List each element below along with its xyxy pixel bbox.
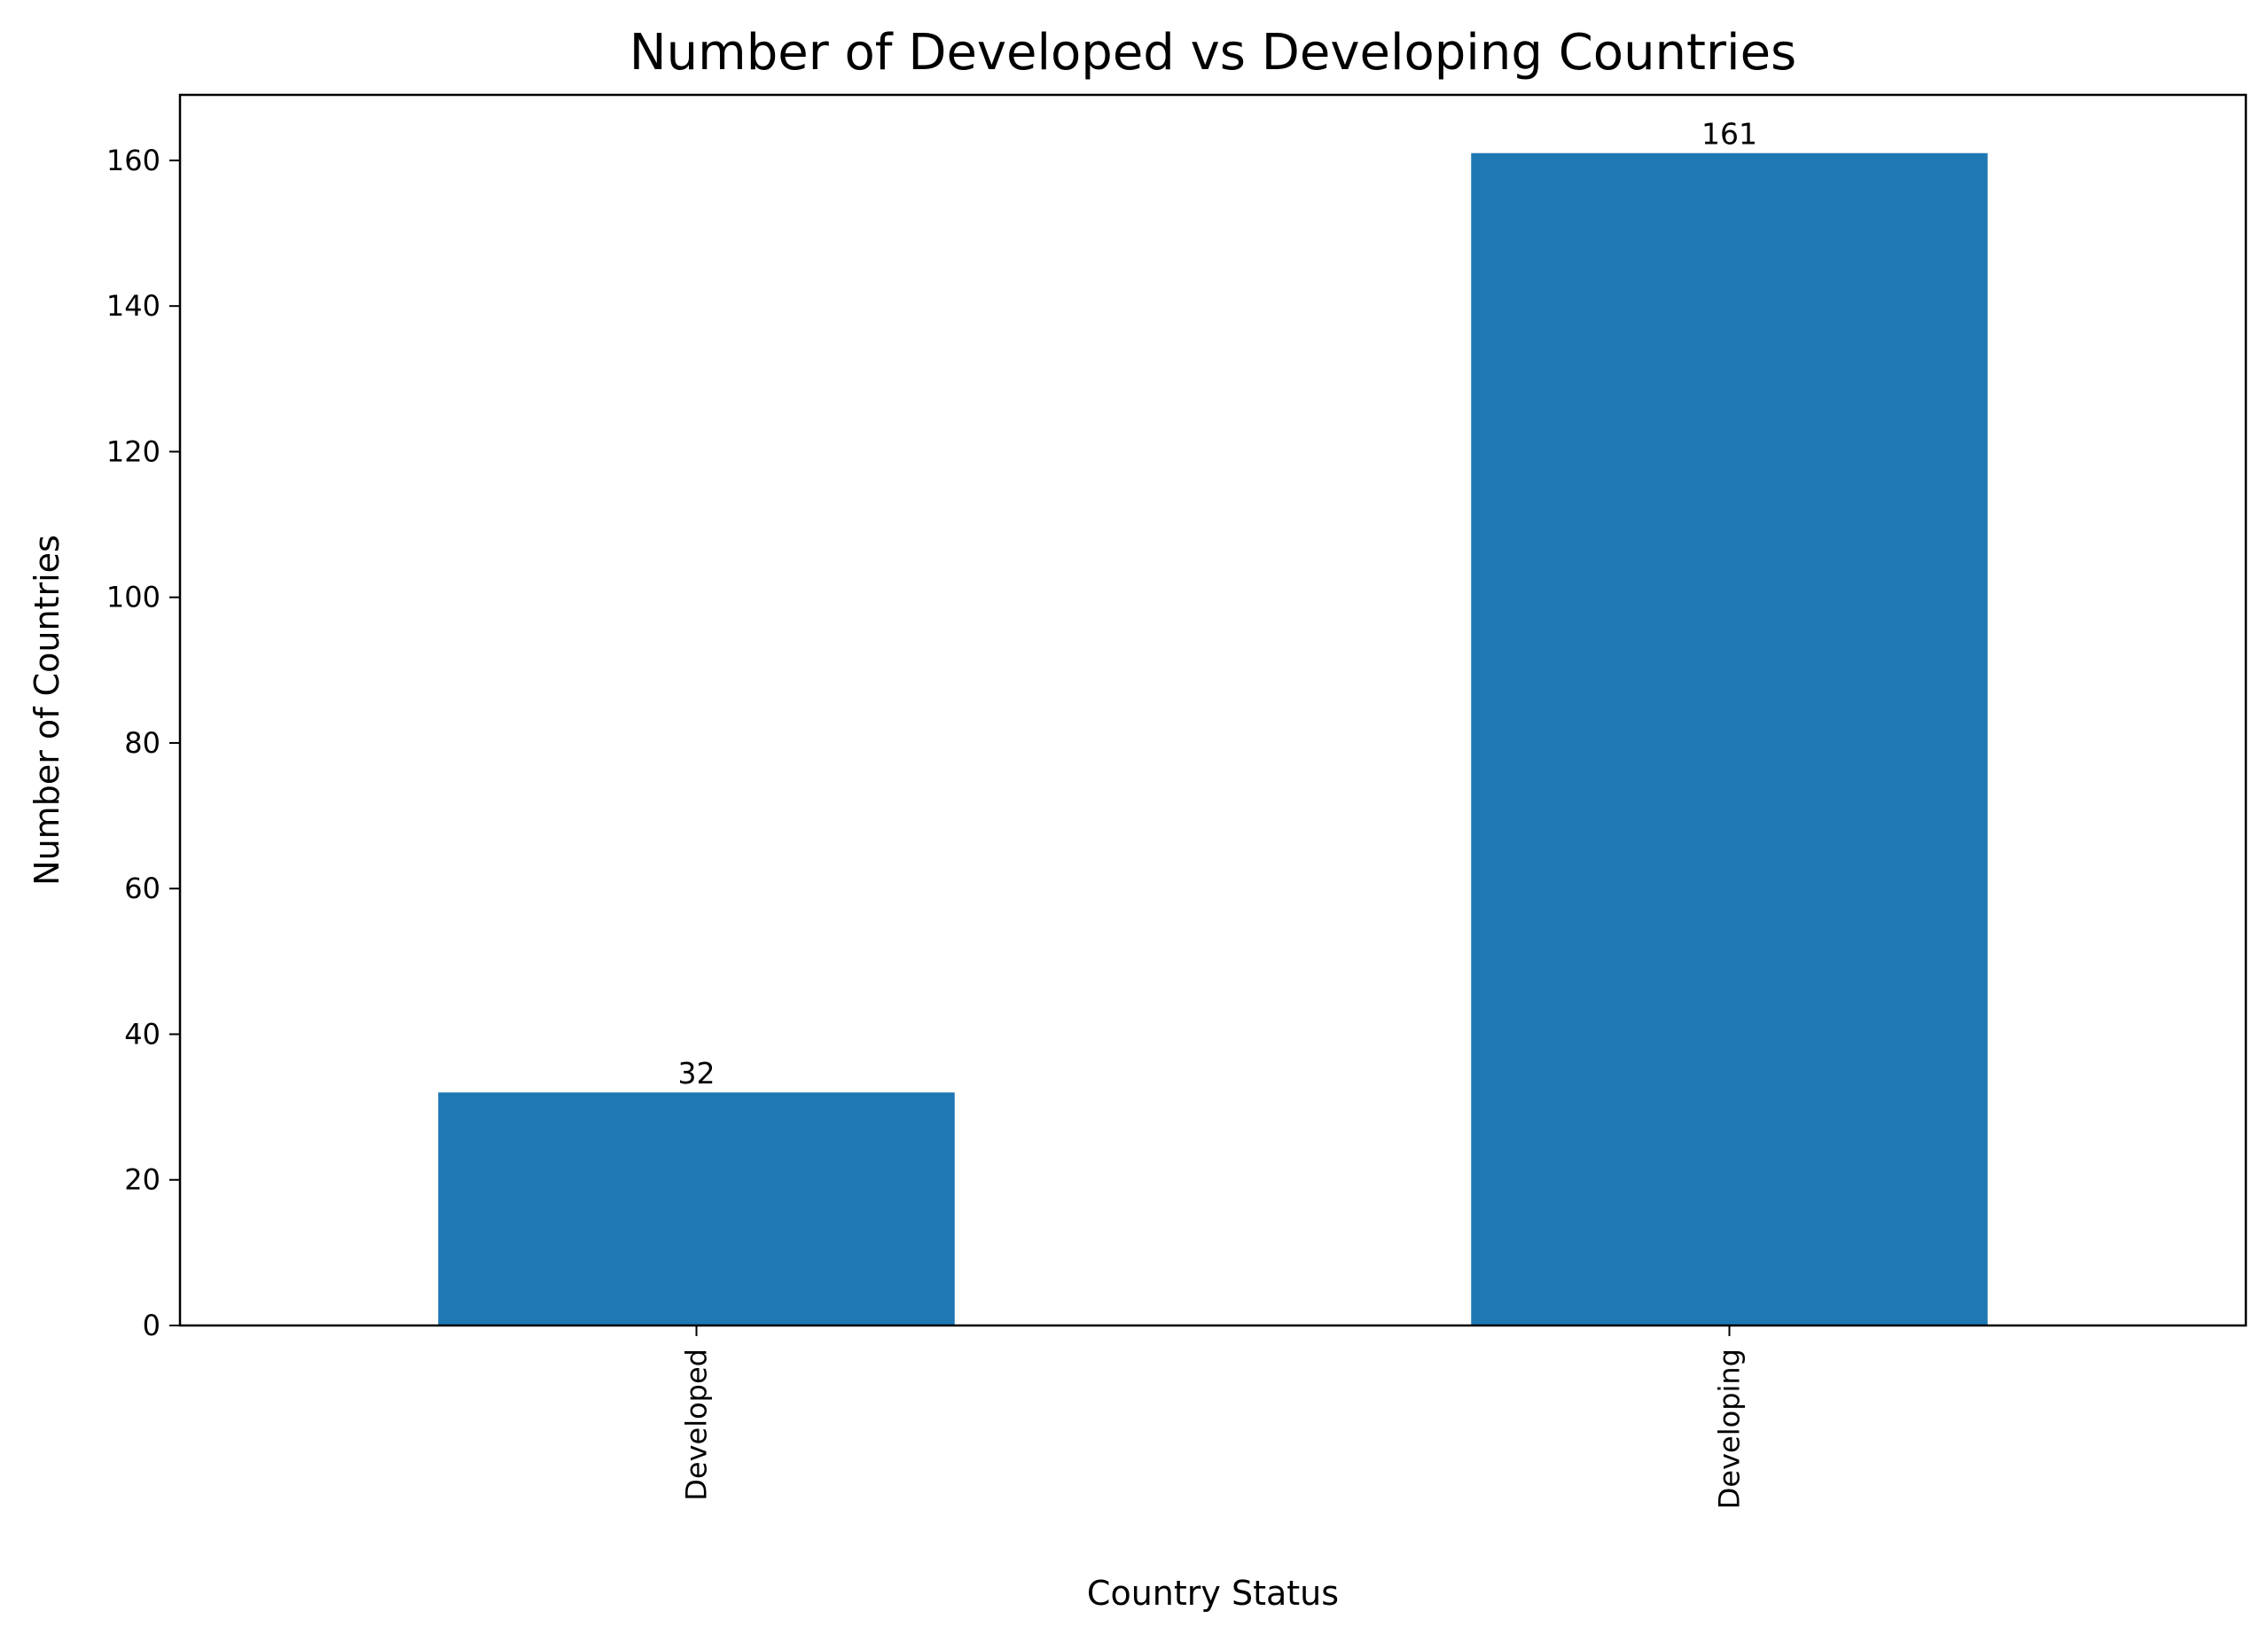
y-tick-label: 80 — [124, 726, 160, 760]
data-label-developed: 32 — [678, 1056, 716, 1091]
data-label-developing: 161 — [1701, 117, 1757, 152]
y-axis-label: Number of Countries — [27, 535, 66, 886]
y-tick-label: 20 — [124, 1163, 160, 1197]
data-labels-group: 32 161 — [678, 117, 1758, 1091]
y-tick-label: 120 — [106, 434, 160, 468]
chart-title: Number of Developed vs Developing Countr… — [630, 24, 1796, 82]
y-tick-label: 0 — [143, 1309, 160, 1342]
y-tick-label: 140 — [106, 289, 160, 323]
bar-developing — [1471, 152, 1988, 1326]
y-tick-label: 100 — [106, 581, 160, 614]
plot-area-frame — [178, 93, 2248, 1327]
x-axis-ticks: Developed Developing — [680, 1325, 1747, 1509]
x-tick-label-developed: Developed — [680, 1349, 714, 1501]
y-tick-label: 40 — [124, 1017, 160, 1051]
y-axis-ticks: 0 20 40 60 80 100 120 140 160 — [106, 144, 180, 1342]
y-tick-label: 160 — [106, 144, 160, 177]
y-tick-label: 60 — [124, 872, 160, 905]
bar-developed — [438, 1092, 955, 1325]
x-axis-label: Country Status — [1087, 1574, 1339, 1613]
x-tick-label-developing: Developing — [1713, 1349, 1747, 1509]
bars-group — [438, 152, 1988, 1326]
